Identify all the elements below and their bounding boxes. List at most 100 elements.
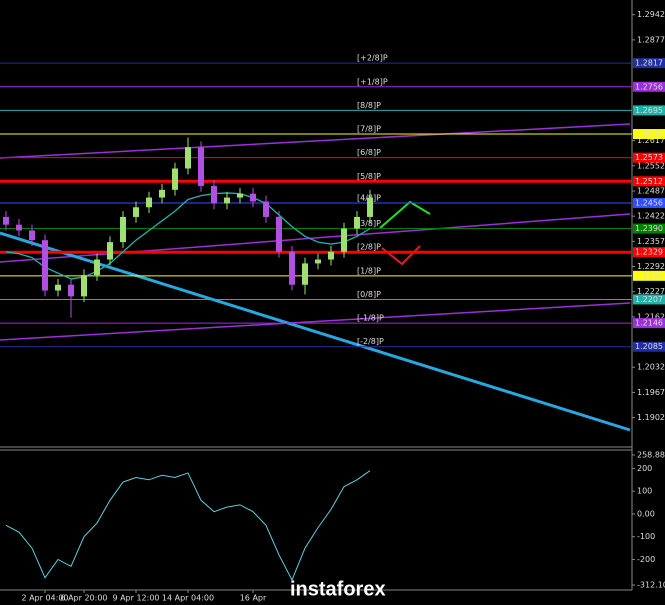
price-box: [633, 176, 665, 187]
candle-body: [94, 259, 100, 276]
price-box: [633, 81, 665, 92]
y-tick-label: 1.2162: [637, 312, 665, 321]
y-tick-label: 1.1902: [637, 413, 665, 422]
y-tick-label: 1.2552: [637, 161, 665, 170]
y-tick-label: 1.2487: [637, 186, 665, 195]
channel-line: [0, 302, 631, 341]
channel-line: [0, 213, 631, 263]
candle-body: [81, 275, 87, 297]
candle-body: [3, 216, 9, 225]
y-tick-label: 1.2877: [637, 35, 665, 44]
price-box: [633, 318, 665, 329]
price-box: [633, 58, 665, 69]
y-tick-label: 1.2942: [637, 10, 665, 19]
candle-body: [133, 207, 139, 217]
candle-body: [185, 147, 191, 169]
candle-body: [42, 240, 48, 291]
candle-body: [250, 193, 256, 202]
x-tick-label: 16 Apr: [240, 594, 267, 603]
price-box-label: 1.2695: [635, 106, 663, 115]
price-box-label: 1.2573: [635, 153, 663, 162]
candle-body: [68, 284, 74, 297]
candle-body: [120, 216, 126, 243]
forecast-down-arrow: [381, 245, 421, 266]
price-box: [633, 341, 665, 352]
moving-average: [5, 192, 371, 280]
candle-body: [16, 224, 22, 231]
x-tick-label: 6 Apr 20:00: [60, 594, 107, 603]
y-tick-label: 1.2422: [637, 212, 665, 221]
watermark: instaforex: [290, 578, 386, 600]
candle-body: [224, 197, 230, 204]
price-box: [633, 270, 665, 281]
level-label: [0/8]P: [357, 290, 381, 299]
drawings: [0, 123, 631, 432]
level-label: [7/8]P: [357, 125, 381, 134]
level-label: [3/8]P: [357, 219, 381, 228]
candle-body: [237, 193, 243, 198]
candle-body: [198, 147, 204, 186]
y-tick-label: 1.2617: [637, 136, 665, 145]
level-label: [-1/8]P: [357, 314, 384, 323]
x-tick-label: 9 Apr 12:00: [112, 594, 159, 603]
candle-body: [211, 185, 217, 204]
level-label: [8/8]P: [357, 101, 381, 110]
indicator-tick-label: -100: [637, 532, 655, 541]
candle-body: [354, 216, 360, 229]
candle-body: [367, 197, 373, 217]
price-box: [633, 197, 665, 208]
indicator-tick-label: 100: [637, 487, 652, 496]
indicator-tick-label: -312.104: [637, 581, 665, 590]
candle-body: [29, 230, 35, 241]
candle-body: [146, 197, 152, 208]
level-label: [1/8]P: [357, 266, 381, 275]
price-box: [633, 223, 665, 234]
candle-body: [172, 168, 178, 190]
price-box-label: 1.2456: [635, 198, 663, 207]
price-box-label: 1.2756: [635, 82, 663, 91]
indicator-tick-label: 0.00: [637, 509, 655, 518]
price-box: [633, 247, 665, 258]
indicator-line: [5, 470, 371, 582]
indicator-tick-label: -200: [637, 555, 655, 564]
price-box: [633, 294, 665, 305]
level-label: [-2/8]P: [357, 337, 384, 346]
candle-body: [302, 263, 308, 285]
candle-body: [289, 251, 295, 285]
price-box-label: 1.2207: [635, 295, 663, 304]
candle-body: [315, 259, 321, 264]
level-label: [6/8]P: [357, 148, 381, 157]
level-label: [5/8]P: [357, 172, 381, 181]
y-tick-label: 1.2032: [637, 363, 665, 372]
price-box-label: 1.2390: [635, 224, 663, 233]
candle-body: [328, 251, 334, 260]
price-box-label: 1.2512: [635, 177, 663, 186]
x-tick-label: 14 Apr 04:00: [162, 594, 214, 603]
price-box-label: 1.2634: [635, 130, 663, 139]
price-box-label: 1.2146: [635, 319, 663, 328]
level-label: [+2/8]P: [357, 54, 388, 63]
candle-body: [341, 228, 347, 252]
price-box-label: 1.2817: [635, 59, 663, 68]
y-tick-label: 1.2357: [637, 237, 665, 246]
y-tick-label: 1.2292: [637, 262, 665, 271]
channel-line: [0, 123, 631, 159]
price-box: [633, 105, 665, 116]
forecast-up-arrow: [379, 200, 431, 229]
indicator-tick-label: 258.8856: [637, 451, 665, 460]
candle-body: [263, 201, 269, 217]
candle-body: [276, 216, 282, 252]
price-box: [633, 129, 665, 140]
candle-body: [107, 242, 113, 260]
indicator-tick-label: 200: [637, 464, 652, 473]
candle-body: [55, 284, 61, 291]
candle-body: [159, 189, 165, 198]
level-label: [2/8]P: [357, 243, 381, 252]
y-tick-label: 1.1967: [637, 388, 665, 397]
price-box: [633, 152, 665, 163]
price-box-label: 1.2268: [635, 271, 663, 280]
price-box-label: 1.2085: [635, 342, 663, 351]
x-tick-label: 2 Apr 04:00: [21, 594, 68, 603]
level-label: [+1/8]P: [357, 77, 388, 86]
